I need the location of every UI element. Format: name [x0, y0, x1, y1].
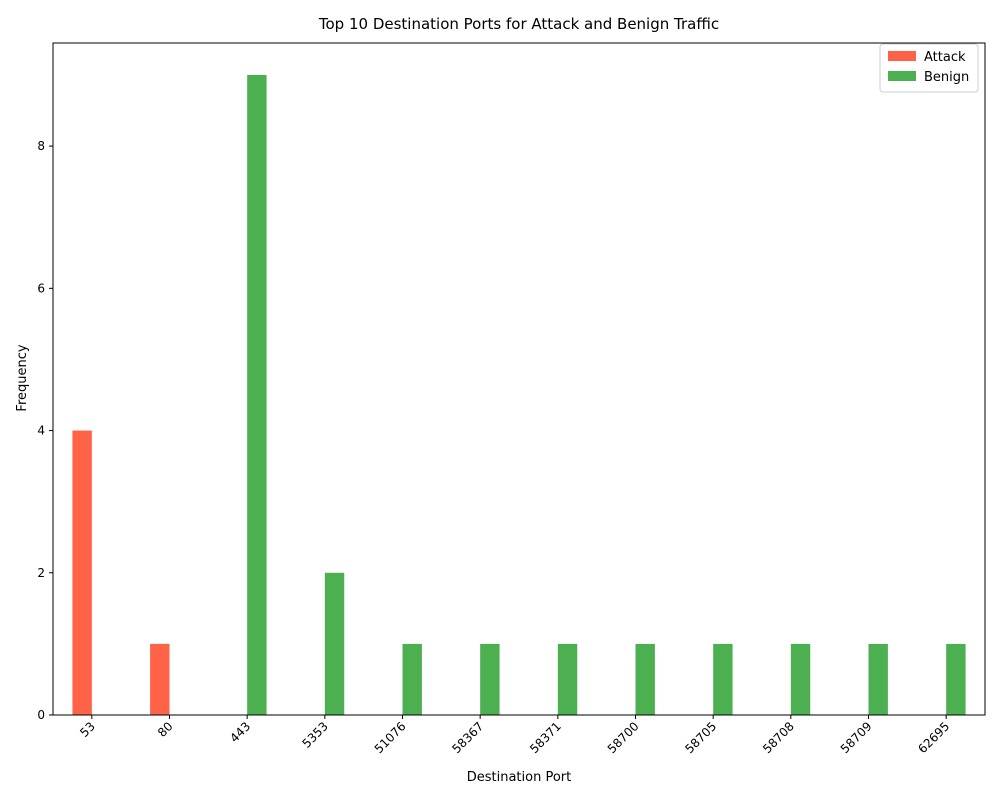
- y-tick-label: 2: [37, 566, 45, 580]
- bar-benign-58371: [557, 643, 578, 715]
- legend: Attack Benign: [879, 43, 979, 93]
- bar-benign-51076: [402, 643, 422, 715]
- bars-layer: [72, 75, 966, 715]
- x-axis-label: Destination Port: [467, 770, 572, 785]
- x-tick-label: 58700: [605, 719, 642, 756]
- x-tick-label: 80: [155, 719, 176, 740]
- axes-layer: [52, 42, 986, 716]
- bar-attack-80: [150, 643, 170, 715]
- x-tick-label: 62695: [915, 719, 952, 756]
- y-tick-label: 4: [37, 424, 45, 438]
- x-tick-label: 443: [227, 719, 253, 745]
- x-tick-label: 58705: [682, 719, 719, 756]
- bar-benign-58708: [790, 643, 811, 715]
- y-tick-label: 0: [37, 708, 45, 722]
- bar-benign-443: [247, 75, 267, 715]
- y-axis-label: Frequency: [15, 344, 30, 411]
- x-tick-label: 53: [77, 719, 98, 740]
- x-tick-label: 51076: [372, 719, 409, 756]
- bar-benign-5353: [324, 572, 345, 715]
- x-tick-label: 58709: [838, 719, 875, 756]
- bar-attack-53: [72, 430, 92, 715]
- legend-swatch-benign: [888, 71, 916, 81]
- plot-frame: [52, 42, 986, 716]
- x-tick-label: 58367: [449, 719, 486, 756]
- legend-label-benign: Benign: [924, 70, 969, 85]
- y-tick-label: 6: [37, 281, 45, 295]
- x-tick-label: 5353: [299, 719, 330, 750]
- bar-benign-58367: [480, 643, 500, 715]
- y-tick-label: 8: [37, 139, 45, 153]
- bar-benign-58700: [635, 643, 655, 715]
- legend-swatch-attack: [888, 51, 916, 61]
- bar-benign-62695: [946, 643, 966, 715]
- x-tick-label: 58371: [527, 719, 564, 756]
- x-tick-label: 58708: [760, 719, 797, 756]
- bar-benign-58705: [713, 643, 733, 715]
- legend-label-attack: Attack: [924, 50, 966, 65]
- chart-title: Top 10 Destination Ports for Attack and …: [318, 15, 719, 33]
- bar-benign-58709: [868, 643, 888, 715]
